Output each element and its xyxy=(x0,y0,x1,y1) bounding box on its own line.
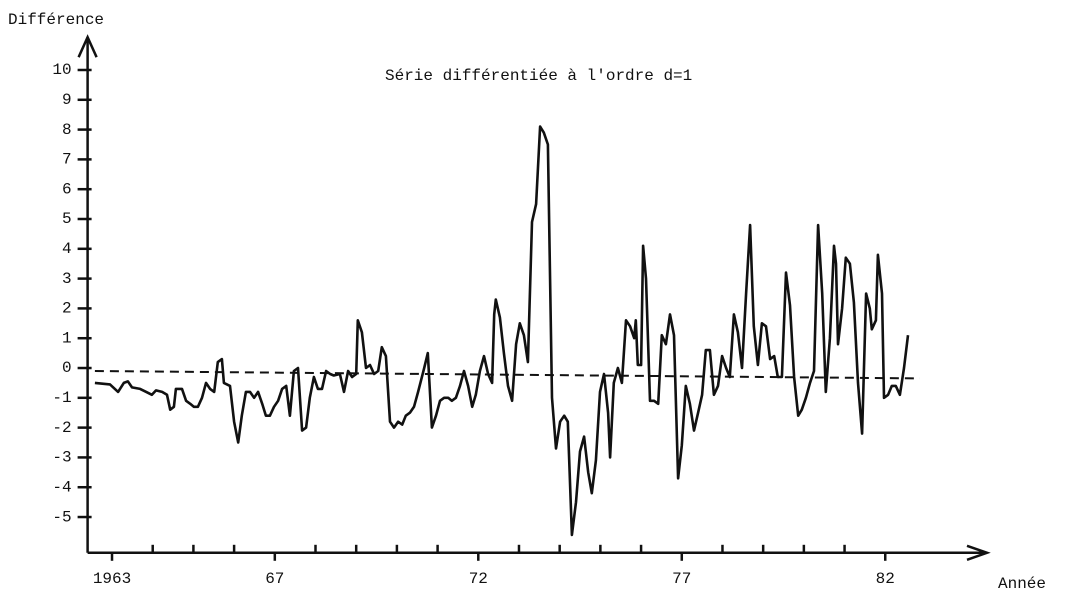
x-tick-label: 82 xyxy=(876,570,895,588)
y-tick-label: 9 xyxy=(62,91,72,109)
y-tick-label: 4 xyxy=(62,240,72,258)
y-tick-label: 5 xyxy=(62,210,72,228)
y-tick-label: 10 xyxy=(52,61,71,79)
y-tick-label: 8 xyxy=(62,121,72,139)
y-axis-arrow xyxy=(77,34,98,58)
x-tick-label: 77 xyxy=(672,570,691,588)
y-tick-label: 1 xyxy=(62,329,72,347)
y-tick-label: 2 xyxy=(62,300,72,318)
x-tick-label: 1963 xyxy=(93,570,131,588)
x-tick-label: 67 xyxy=(265,570,284,588)
chart-title: Série différentiée à l'ordre d=1 xyxy=(385,67,692,85)
y-tick-label: -4 xyxy=(52,478,71,496)
x-axis-arrow xyxy=(966,544,991,561)
y-tick-label: -5 xyxy=(52,508,71,526)
trend-line xyxy=(94,370,920,380)
data-line xyxy=(94,125,910,537)
y-tick-label: 6 xyxy=(62,180,72,198)
y-tick-label: 0 xyxy=(62,359,72,377)
y-tick-label: -3 xyxy=(52,449,71,467)
x-axis-label: Année xyxy=(998,575,1046,593)
y-tick-label: 7 xyxy=(62,151,72,169)
y-tick-label: 3 xyxy=(62,270,72,288)
y-tick-label: -2 xyxy=(52,419,71,437)
y-axis-label: Différence xyxy=(8,11,104,29)
x-tick-label: 72 xyxy=(469,570,488,588)
y-tick-label: -1 xyxy=(52,389,71,407)
